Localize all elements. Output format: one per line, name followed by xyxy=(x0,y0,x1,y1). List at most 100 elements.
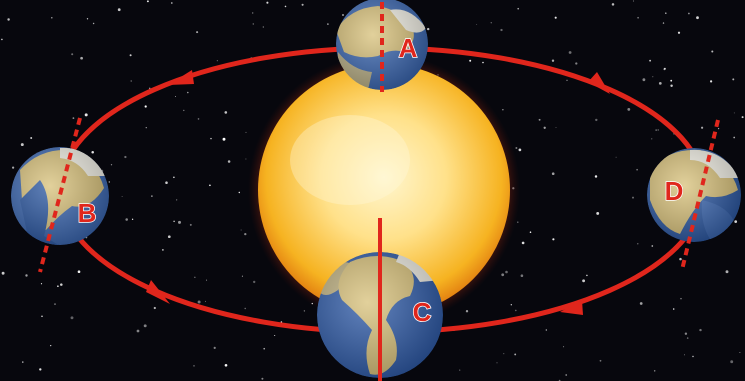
star xyxy=(252,23,255,25)
star xyxy=(586,274,588,277)
star xyxy=(117,8,121,12)
star xyxy=(1,38,3,41)
star xyxy=(176,199,178,201)
label-c: C xyxy=(413,297,432,327)
star xyxy=(566,79,568,81)
star xyxy=(197,300,201,304)
star xyxy=(730,360,734,364)
star xyxy=(238,191,241,194)
star xyxy=(517,221,519,223)
star xyxy=(262,26,264,28)
star xyxy=(216,60,218,62)
star xyxy=(213,346,216,349)
star xyxy=(518,148,522,152)
star xyxy=(20,143,24,147)
star xyxy=(699,328,702,332)
star xyxy=(688,12,690,15)
star xyxy=(165,181,168,184)
star xyxy=(552,238,555,241)
star xyxy=(701,126,704,129)
star xyxy=(148,87,151,90)
star xyxy=(599,359,602,362)
star xyxy=(209,184,211,187)
earth-globe-icon xyxy=(647,119,741,271)
star xyxy=(672,308,675,310)
star xyxy=(662,22,665,24)
star xyxy=(582,279,586,283)
star xyxy=(210,137,212,140)
star xyxy=(162,249,164,251)
star xyxy=(30,137,33,139)
star xyxy=(670,84,673,87)
star xyxy=(72,117,75,119)
star xyxy=(121,195,123,197)
star xyxy=(637,16,639,19)
arrow-head-icon xyxy=(588,72,610,94)
star xyxy=(520,274,524,277)
earth-axis-d xyxy=(680,119,720,271)
star xyxy=(261,377,264,380)
arrow-head-icon xyxy=(560,300,583,315)
star xyxy=(657,129,659,131)
star xyxy=(206,279,208,281)
star xyxy=(658,82,662,85)
star xyxy=(551,59,555,62)
star xyxy=(71,53,74,56)
star xyxy=(642,78,646,82)
star xyxy=(677,31,681,34)
arrow-head-icon xyxy=(168,70,194,85)
star xyxy=(514,309,517,312)
star xyxy=(70,316,74,320)
star xyxy=(173,176,175,179)
star xyxy=(465,310,469,313)
earth-globe-icon xyxy=(317,218,443,381)
star xyxy=(510,304,512,306)
star xyxy=(173,220,175,223)
star xyxy=(144,105,147,108)
star xyxy=(563,346,565,348)
star xyxy=(568,51,572,54)
star xyxy=(615,156,617,158)
star xyxy=(636,168,638,171)
star xyxy=(51,17,53,19)
star xyxy=(266,1,269,4)
star xyxy=(244,232,247,236)
star xyxy=(692,355,694,358)
star xyxy=(741,116,744,119)
star xyxy=(501,273,505,277)
star xyxy=(427,27,430,31)
star xyxy=(194,276,196,278)
star xyxy=(490,22,492,24)
label-a: A xyxy=(399,33,418,63)
star xyxy=(54,303,56,305)
star xyxy=(459,369,461,371)
star xyxy=(204,300,206,302)
star xyxy=(129,54,132,57)
star xyxy=(665,12,667,14)
star xyxy=(663,67,666,70)
star xyxy=(717,127,720,130)
star xyxy=(86,18,89,20)
star xyxy=(505,270,508,274)
arrow-head-icon xyxy=(146,280,170,304)
star xyxy=(551,172,555,176)
star xyxy=(554,16,557,19)
star xyxy=(732,78,735,81)
star xyxy=(1,271,5,275)
star xyxy=(187,91,189,94)
star xyxy=(637,243,639,245)
star xyxy=(183,109,185,112)
star xyxy=(50,344,52,347)
star xyxy=(709,80,713,83)
star xyxy=(627,107,631,111)
star xyxy=(22,361,24,363)
star xyxy=(555,126,557,128)
star xyxy=(517,7,520,10)
star xyxy=(124,155,127,159)
star xyxy=(60,283,63,286)
star xyxy=(245,158,247,160)
star xyxy=(529,231,532,233)
star xyxy=(136,329,140,333)
star xyxy=(240,229,242,231)
